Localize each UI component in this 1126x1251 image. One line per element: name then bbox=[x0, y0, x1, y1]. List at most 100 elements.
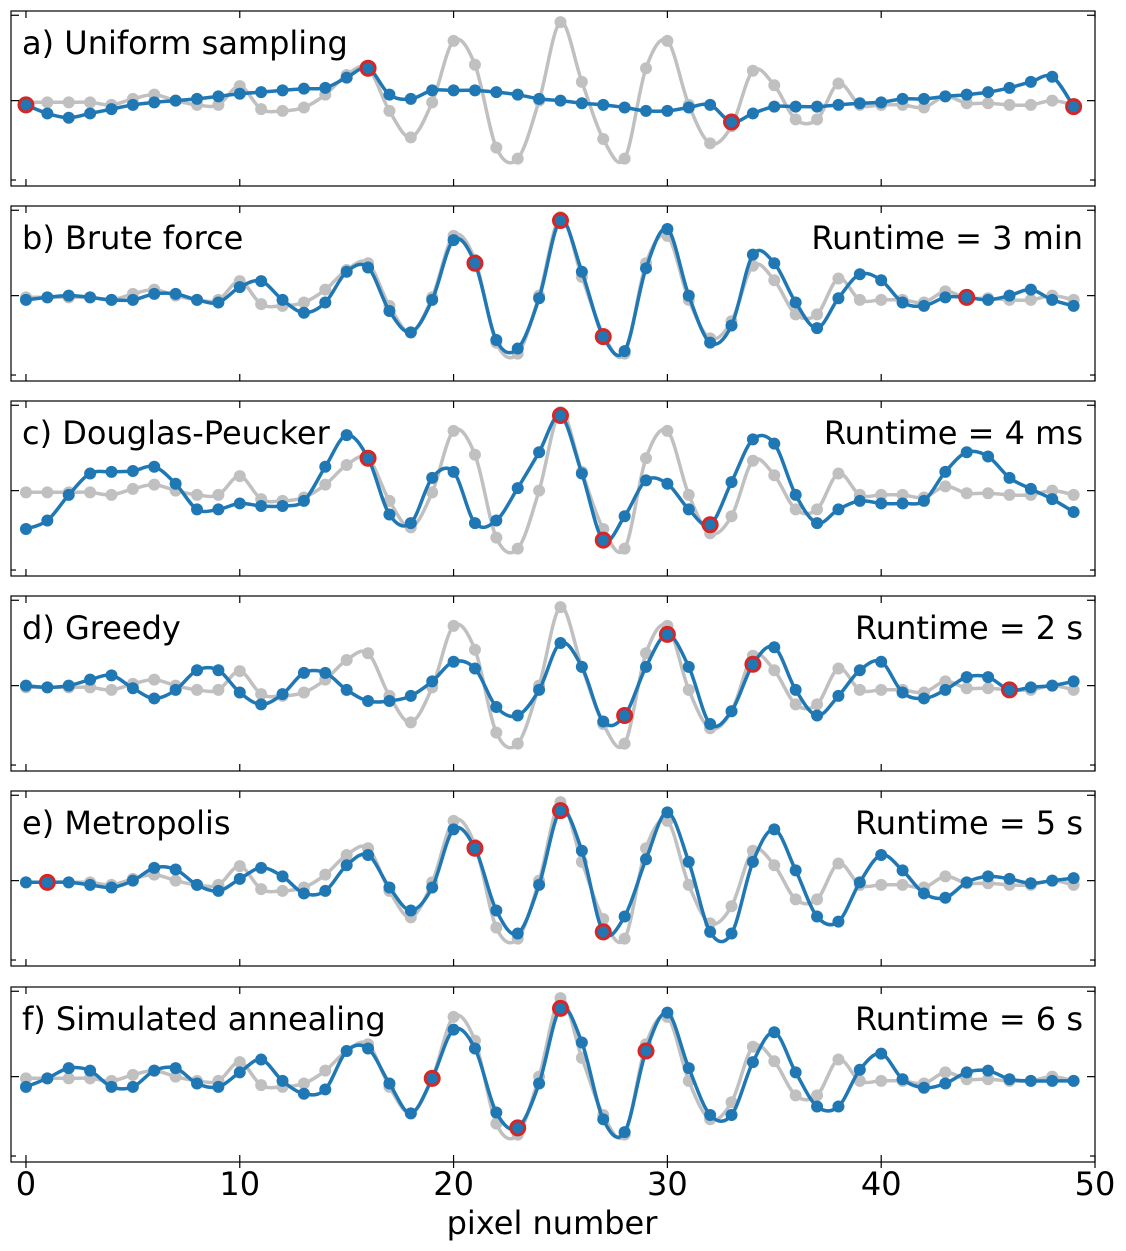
fit-point bbox=[896, 686, 909, 699]
fit-point bbox=[468, 662, 481, 675]
fit-point bbox=[84, 1064, 97, 1077]
fit-point bbox=[811, 910, 824, 923]
fit-point bbox=[725, 705, 738, 718]
original-point bbox=[319, 478, 332, 491]
original-point bbox=[105, 488, 118, 501]
original-point bbox=[19, 1072, 32, 1085]
original-point bbox=[789, 1089, 802, 1102]
fit-point bbox=[917, 299, 930, 312]
control-point bbox=[551, 407, 569, 425]
original-point bbox=[554, 16, 567, 29]
fit-series-line bbox=[25, 218, 1075, 358]
original-point bbox=[1024, 293, 1037, 306]
fit-point bbox=[1067, 1074, 1080, 1087]
fit-point bbox=[533, 92, 546, 105]
original-point bbox=[426, 486, 439, 499]
fit-point bbox=[832, 915, 845, 928]
fit-point bbox=[1024, 681, 1037, 694]
panel-title: d) Greedy bbox=[22, 609, 181, 647]
fit-point bbox=[383, 305, 396, 317]
fit-point bbox=[105, 293, 118, 306]
fit-point bbox=[1046, 493, 1059, 506]
original-point bbox=[618, 542, 631, 555]
fit-point bbox=[383, 508, 396, 521]
original-point bbox=[768, 1055, 781, 1068]
fit-point bbox=[682, 503, 695, 516]
fit-point bbox=[939, 465, 952, 478]
x-axis-label: pixel number bbox=[447, 1204, 659, 1242]
fit-point bbox=[597, 715, 610, 728]
panel-title: b) Brute force bbox=[22, 219, 243, 257]
fit-point bbox=[191, 92, 204, 105]
fit-point bbox=[191, 1077, 204, 1090]
fit-point bbox=[982, 671, 995, 684]
control-point bbox=[466, 839, 484, 857]
control-point bbox=[359, 59, 377, 77]
x-tick-label: 30 bbox=[647, 1165, 688, 1203]
fit-point bbox=[704, 336, 717, 349]
fit-point bbox=[447, 823, 460, 836]
fit-point bbox=[276, 688, 289, 701]
fit-point bbox=[768, 823, 781, 836]
original-point bbox=[148, 673, 161, 686]
x-axis: 0 10 20 30 40 50 bbox=[16, 1162, 1115, 1203]
fit-point bbox=[575, 97, 588, 110]
original-point bbox=[447, 1010, 460, 1023]
fit-point bbox=[1067, 872, 1080, 885]
fit-point bbox=[1003, 81, 1016, 94]
fit-point bbox=[447, 1023, 460, 1036]
fit-point bbox=[404, 517, 417, 530]
original-point bbox=[233, 470, 246, 483]
fit-point bbox=[597, 1113, 610, 1126]
fit-point bbox=[575, 660, 588, 673]
fit-point bbox=[1067, 505, 1080, 518]
fit-point bbox=[169, 287, 182, 300]
fit-point bbox=[896, 497, 909, 510]
fit-point bbox=[725, 927, 738, 940]
fit-point bbox=[746, 248, 759, 261]
fit-point bbox=[19, 523, 32, 536]
original-point bbox=[191, 488, 204, 501]
fit-point bbox=[554, 94, 567, 107]
fit-point bbox=[1046, 1074, 1059, 1087]
fit-point bbox=[255, 1053, 268, 1066]
runtime-label: Runtime = 6 s bbox=[855, 1000, 1083, 1038]
fit-point bbox=[1024, 1074, 1037, 1087]
fit-point bbox=[191, 664, 204, 677]
fit-point bbox=[126, 682, 139, 695]
panel-e: e) Metropolis Runtime = 5 s bbox=[10, 790, 1096, 967]
fit-point bbox=[811, 322, 824, 335]
fit-point bbox=[62, 679, 75, 692]
fit-point bbox=[768, 437, 781, 450]
fit-point bbox=[297, 1087, 310, 1100]
original-point bbox=[960, 682, 973, 695]
fit-point bbox=[84, 467, 97, 480]
original-point bbox=[982, 682, 995, 695]
original-point bbox=[1003, 98, 1016, 111]
original-point bbox=[811, 698, 824, 711]
fit-point bbox=[19, 1080, 32, 1093]
fit-point bbox=[148, 692, 161, 705]
original-point bbox=[511, 737, 524, 750]
original-point bbox=[832, 272, 845, 285]
original-point bbox=[768, 859, 781, 872]
fit-point bbox=[704, 98, 717, 111]
original-point bbox=[276, 104, 289, 117]
original-point bbox=[875, 293, 888, 306]
fit-point bbox=[404, 92, 417, 105]
original-point bbox=[126, 482, 139, 495]
fit-point bbox=[212, 1080, 225, 1093]
fit-point bbox=[746, 855, 759, 868]
original-point bbox=[832, 77, 845, 90]
fit-point bbox=[982, 293, 995, 306]
original-point bbox=[618, 152, 631, 165]
original-point bbox=[618, 737, 631, 750]
original-point bbox=[468, 643, 481, 656]
fit-point bbox=[126, 98, 139, 111]
fit-point bbox=[62, 876, 75, 889]
original-point bbox=[212, 488, 225, 501]
fit-point bbox=[682, 289, 695, 302]
control-point bbox=[958, 288, 976, 306]
original-point bbox=[811, 1089, 824, 1102]
